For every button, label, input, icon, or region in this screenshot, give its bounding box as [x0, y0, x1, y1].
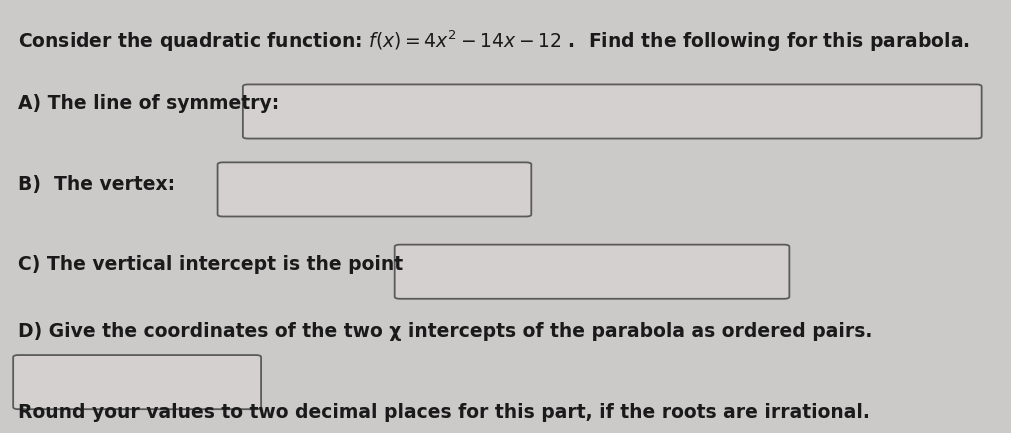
FancyBboxPatch shape	[243, 84, 981, 139]
Text: C) The vertical intercept is the point: C) The vertical intercept is the point	[18, 255, 403, 274]
Text: Round your values to two decimal places for this part, if the roots are irration: Round your values to two decimal places …	[18, 403, 869, 422]
Text: A) The line of symmetry:: A) The line of symmetry:	[18, 94, 279, 113]
FancyBboxPatch shape	[13, 355, 261, 409]
FancyBboxPatch shape	[217, 162, 531, 216]
Text: Consider the quadratic function: $f(x) = 4x^2 - 14x - 12$ .  Find the following : Consider the quadratic function: $f(x) =…	[18, 28, 970, 54]
FancyBboxPatch shape	[394, 245, 789, 299]
Text: D) Give the coordinates of the two χ intercepts of the parabola as ordered pairs: D) Give the coordinates of the two χ int…	[18, 322, 871, 341]
Text: B)  The vertex:: B) The vertex:	[18, 174, 175, 194]
